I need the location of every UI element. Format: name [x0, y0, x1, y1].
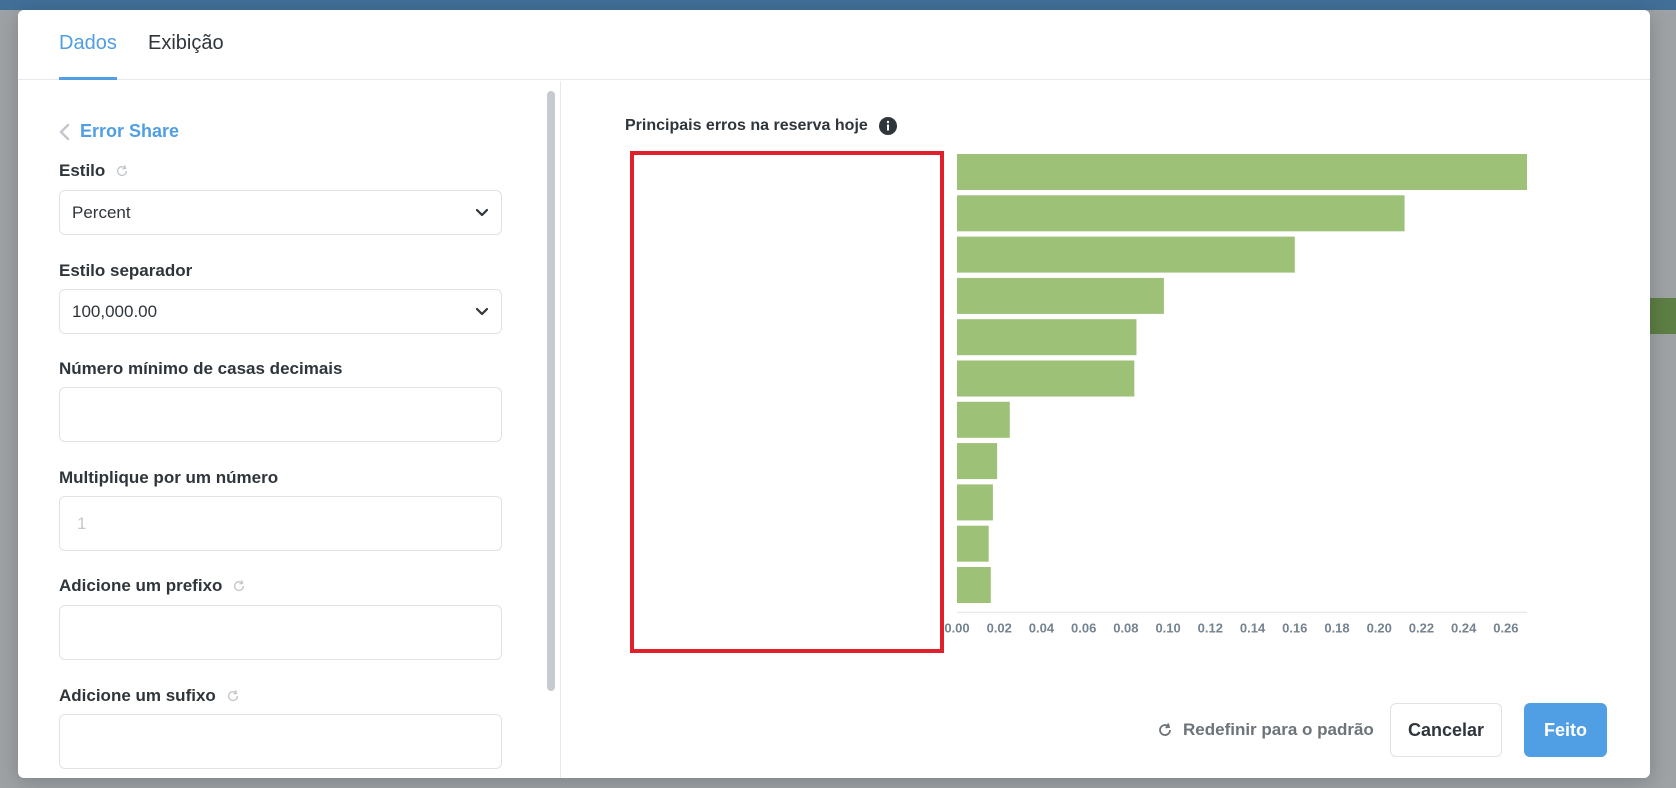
x-tick-label: 0.16: [1282, 620, 1307, 635]
chart-title: Principais erros na reserva hoje: [625, 116, 898, 136]
separator-select-value: 100,000.00: [72, 301, 158, 321]
prefix-field-label: Adicione um prefixo: [59, 576, 246, 596]
x-tick-label: 0.18: [1324, 620, 1349, 635]
bar[interactable]: [957, 319, 1137, 356]
separator-field-label: Estilo separador: [59, 261, 192, 281]
tab-exibicao[interactable]: Exibição: [148, 32, 224, 54]
bar[interactable]: [957, 567, 991, 603]
chart-title-text: Principais erros na reserva hoje: [625, 117, 868, 134]
x-tick-label: 0.04: [1029, 620, 1055, 635]
cancel-button[interactable]: Cancelar: [1390, 703, 1502, 757]
style-label-text: Estilo: [59, 161, 106, 180]
multiply-label-text: Multiplique por um número: [59, 468, 279, 487]
back-link-label: Error Share: [80, 121, 180, 141]
style-select-value: Percent: [72, 202, 131, 222]
back-to-column-button[interactable]: Error Share: [58, 121, 179, 142]
prefix-label-text: Adicione um prefixo: [59, 576, 223, 595]
x-tick-label: 0.20: [1367, 620, 1392, 635]
bar[interactable]: [957, 236, 1295, 273]
style-select[interactable]: Percent: [59, 190, 502, 235]
bar[interactable]: [957, 360, 1135, 397]
background-topbar: [0, 0, 1676, 10]
done-button[interactable]: Feito: [1524, 703, 1607, 757]
min-decimals-field-label: Número mínimo de casas decimais: [59, 359, 342, 379]
separator-label-text: Estilo separador: [59, 261, 193, 280]
x-tick-label: 0.22: [1409, 620, 1434, 635]
reset-icon[interactable]: [115, 164, 129, 178]
min-decimals-label-text: Número mínimo de casas decimais: [59, 359, 343, 378]
suffix-input[interactable]: [59, 714, 502, 769]
min-decimals-input[interactable]: [59, 387, 502, 442]
tab-dados[interactable]: Dados: [59, 32, 117, 80]
x-tick-label: 0.10: [1155, 620, 1180, 635]
style-field-label: Estilo: [59, 161, 129, 181]
reset-to-default-label: Redefinir para o padrão: [1183, 720, 1374, 739]
settings-scrollbar[interactable]: [547, 91, 555, 691]
x-tick-label: 0.26: [1493, 620, 1518, 635]
chart-settings-modal: Dados Exibição Error Share Estilo Percen…: [18, 10, 1650, 778]
reset-to-default-button[interactable]: Redefinir para o padrão: [1157, 720, 1374, 740]
bar-chart: 0.00 0.02 0.04 0.06 0.08 0.10 0.12 0.14 0.16 0.18…: [944, 154, 1527, 635]
redaction-box: [630, 151, 944, 653]
multiply-input[interactable]: [59, 496, 502, 551]
chevron-down-icon: [475, 307, 489, 315]
chevron-left-icon: [59, 123, 70, 140]
background-accent-block: [1650, 298, 1676, 334]
reset-icon[interactable]: [226, 689, 240, 703]
multiply-field-label: Multiplique por um número: [59, 468, 278, 488]
bar[interactable]: [957, 154, 1527, 190]
bar[interactable]: [957, 277, 1164, 314]
reset-icon[interactable]: [232, 579, 246, 593]
prefix-input[interactable]: [59, 605, 502, 660]
x-tick-label: 0.12: [1198, 620, 1223, 635]
x-tick-label: 0.14: [1240, 620, 1266, 635]
x-tick-label: 0.00: [944, 620, 969, 635]
bar[interactable]: [957, 525, 989, 562]
bar[interactable]: [957, 401, 1010, 438]
chevron-down-icon: [475, 208, 489, 216]
tab-bar: Dados Exibição: [18, 10, 1650, 80]
bar[interactable]: [957, 443, 998, 480]
separator-select[interactable]: 100,000.00: [59, 289, 502, 334]
chart-preview-panel: Principais erros na reserva hoje 0.00 0.0…: [562, 81, 1650, 778]
x-tick-label: 0.08: [1113, 620, 1138, 635]
reset-icon: [1159, 723, 1171, 736]
bar[interactable]: [957, 484, 993, 521]
suffix-field-label: Adicione um sufixo: [59, 686, 240, 706]
bar[interactable]: [957, 195, 1405, 232]
x-tick-label: 0.24: [1451, 620, 1477, 635]
x-tick-label: 0.06: [1071, 620, 1096, 635]
suffix-label-text: Adicione um sufixo: [59, 686, 216, 705]
settings-panel: Error Share Estilo Percent Estilo separa…: [18, 81, 561, 778]
info-icon[interactable]: [878, 116, 898, 136]
x-tick-label: 0.02: [987, 620, 1012, 635]
